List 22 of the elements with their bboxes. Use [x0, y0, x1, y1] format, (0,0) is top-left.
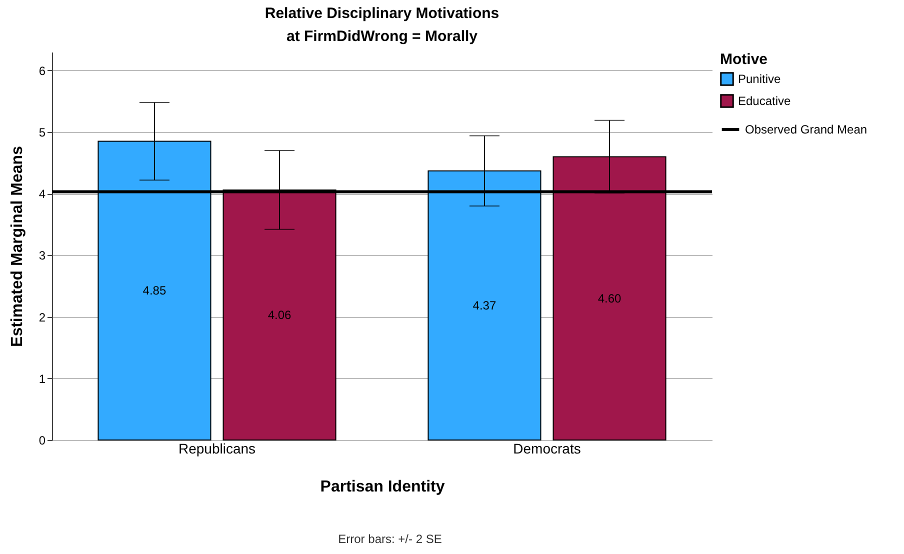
data-label: 4.06	[268, 308, 292, 322]
y-tick-label: 2	[38, 310, 46, 324]
text: Error bars: +/- 2 SE	[337, 532, 443, 546]
y-tick-label: 6	[38, 64, 46, 78]
x-axis-title: Partisan Identity	[320, 478, 445, 496]
chart-subtitle: at FirmDidWrong = Morally	[286, 28, 478, 45]
x-tick-label: Republicans	[178, 440, 256, 456]
y-tick-label: 1	[38, 372, 46, 386]
y-tick-label: 5	[38, 126, 46, 140]
x-tick-label: Democrats	[513, 440, 581, 456]
data-label: 4.85	[142, 284, 166, 298]
legend-label: Observed Grand Mean	[745, 122, 868, 136]
y-tick-label: 3	[38, 248, 46, 263]
data-label: 4.60	[598, 291, 622, 306]
legend-label: Punitive	[738, 72, 782, 86]
data-label: 4.37	[472, 298, 496, 312]
chart-title: Relative Disciplinary Motivations	[264, 5, 500, 22]
y-axis-title: Estimated Marginal Means	[8, 146, 26, 347]
legend-label: Educative	[738, 94, 792, 108]
legend-title: Motive	[720, 51, 768, 68]
y-tick-label: 0	[38, 434, 46, 448]
y-tick-label: 4	[38, 187, 46, 202]
